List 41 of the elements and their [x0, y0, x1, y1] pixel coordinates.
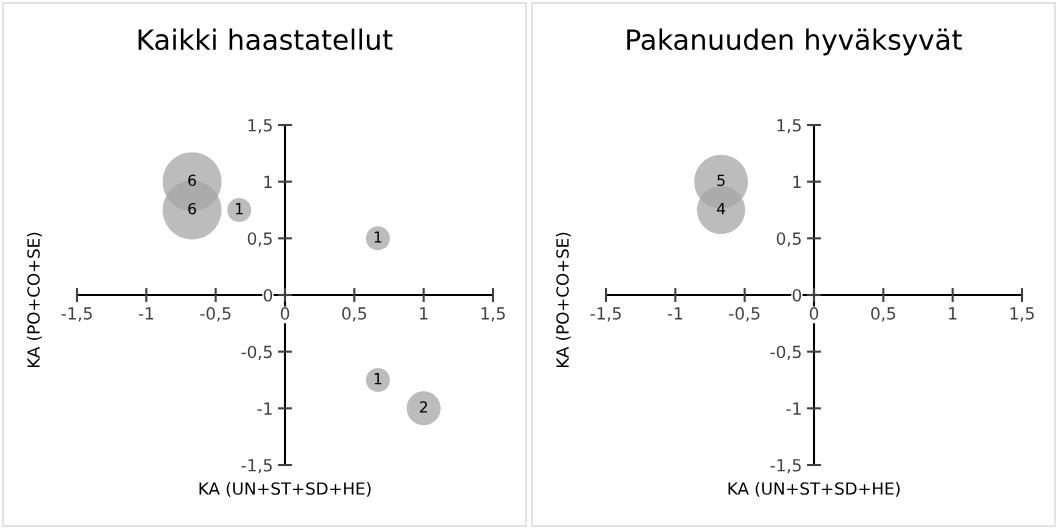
data-label: 5: [717, 174, 725, 187]
x-axis-title: KA (UN+ST+SD+HE): [728, 481, 900, 497]
data-label: 6: [188, 202, 196, 215]
x-tick-label: -0,5: [200, 307, 231, 322]
y-tick-label: 0: [792, 288, 802, 302]
x-tick-label: 0,5: [342, 307, 367, 322]
y-axis-title: KA (PO+CO+SE): [26, 232, 42, 368]
data-label: 1: [374, 373, 382, 385]
x-tick-label: 1: [420, 307, 428, 320]
y-tick-label: -1,5: [770, 459, 801, 474]
x-tick-label: 1: [949, 307, 957, 320]
y-tick-label: -0,5: [770, 345, 801, 360]
x-axis-title: KA (UN+ST+SD+HE): [199, 481, 371, 497]
data-label: 6: [188, 174, 196, 187]
x-tick-label: -1,5: [590, 307, 621, 322]
chart-title: Kaikki haastatellut: [138, 28, 393, 51]
x-tick-label: -1: [138, 307, 154, 320]
y-tick-label: 1,5: [248, 119, 272, 134]
x-tick-label: 1,5: [1010, 307, 1034, 322]
y-tick-label: 1,5: [777, 119, 801, 134]
x-tick-label: -1,5: [61, 307, 92, 322]
x-tick-label: -0,5: [729, 307, 760, 322]
y-tick-label: 0: [263, 288, 273, 302]
y-axis-title: KA (PO+CO+SE): [555, 232, 571, 368]
y-tick-label: -0,5: [241, 345, 272, 360]
x-tick-label: -1: [667, 307, 683, 320]
x-tick-label: 0,5: [871, 307, 896, 322]
y-tick-label: -1: [257, 402, 272, 415]
data-label: 1: [374, 231, 382, 243]
y-tick-label: 1: [793, 175, 801, 188]
x-tick-label: 0: [809, 307, 819, 320]
y-tick-label: -1: [786, 402, 801, 415]
data-label: 2: [419, 401, 427, 413]
y-tick-label: -1,5: [241, 459, 272, 474]
x-tick-label: 1,5: [481, 307, 505, 322]
x-tick-label: 0: [280, 307, 290, 320]
y-tick-label: 0,5: [247, 232, 272, 247]
data-label: 4: [716, 203, 726, 215]
y-tick-label: 1: [264, 175, 272, 188]
chart-title: Pakanuuden hyväksyvät: [627, 28, 962, 56]
y-tick-label: 0,5: [776, 232, 801, 247]
